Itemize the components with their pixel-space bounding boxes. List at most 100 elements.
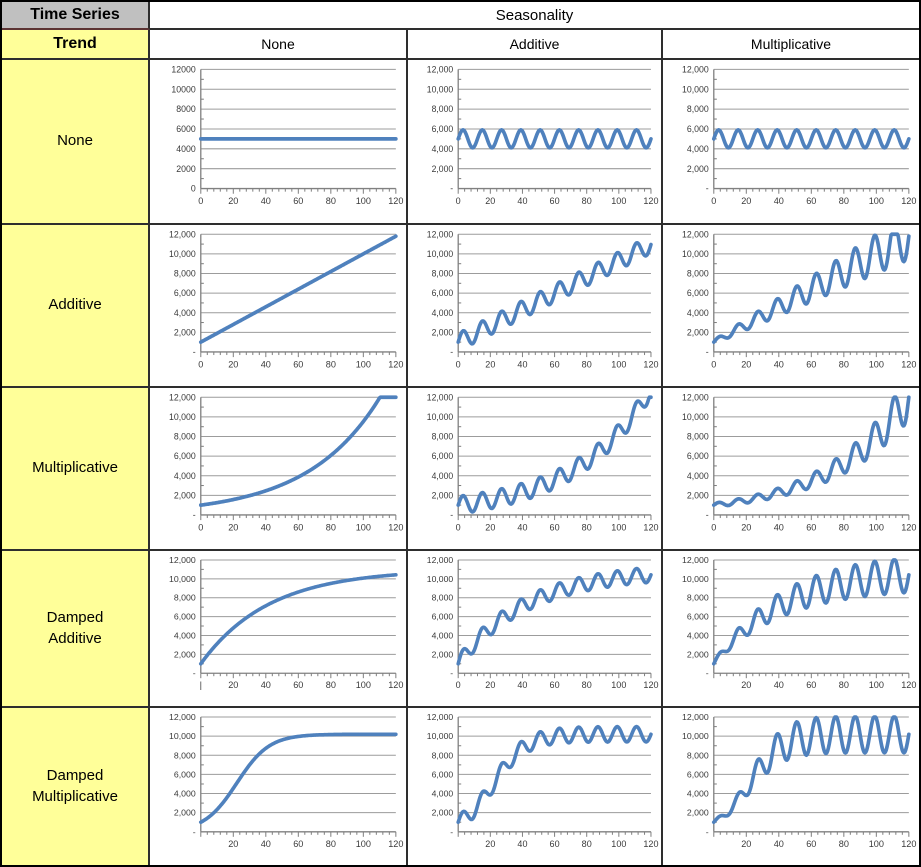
svg-text:8,000: 8,000	[432, 431, 454, 441]
svg-text:80: 80	[582, 680, 592, 690]
svg-text:100: 100	[356, 522, 371, 532]
svg-text:-: -	[450, 668, 453, 678]
svg-text:100: 100	[611, 196, 626, 206]
svg-text:6,000: 6,000	[432, 124, 454, 134]
svg-text:120: 120	[643, 680, 658, 690]
svg-text:40: 40	[261, 359, 271, 369]
chart-none-multiplicative: 12,000 10,000 8,000 6,000 4,000 2,000 -0 20 40 60…	[682, 64, 916, 206]
svg-text:-: -	[193, 347, 196, 357]
chart-cell-damped-additive-additive: 12,000 10,000 8,000 6,000 4,000 2,000 -0 20 40 60…	[408, 551, 663, 708]
svg-text:-: -	[450, 827, 453, 837]
svg-text:40: 40	[774, 839, 784, 849]
svg-text:20: 20	[741, 522, 751, 532]
svg-text:0: 0	[456, 680, 461, 690]
chart-cell-damped-additive-multiplicative: 12,000 10,000 8,000 6,000 4,000 2,000 - 20 40 60 8…	[663, 551, 919, 708]
svg-text:6,000: 6,000	[687, 769, 709, 779]
chart-cell-additive-multiplicative: 12,000 10,000 8,000 6,000 4,000 2,000 -0 20 40 60…	[663, 225, 919, 388]
chart-damped-additive-additive: 12,000 10,000 8,000 6,000 4,000 2,000 -0 20 40 60…	[427, 555, 659, 690]
svg-text:40: 40	[774, 196, 784, 206]
svg-text:120: 120	[388, 680, 403, 690]
svg-text:120: 120	[643, 359, 658, 369]
svg-text:0: 0	[711, 522, 716, 532]
svg-text:20: 20	[485, 522, 495, 532]
svg-text:6,000: 6,000	[174, 451, 196, 461]
svg-text:0: 0	[711, 196, 716, 206]
svg-text:10,000: 10,000	[682, 84, 709, 94]
col-header-multiplicative: Multiplicative	[663, 30, 919, 60]
svg-text:80: 80	[839, 522, 849, 532]
chart-cell-multiplicative-none: 12,000 10,000 8,000 6,000 4,000 2,000 -0 20 40 60…	[150, 388, 408, 551]
svg-text:40: 40	[774, 680, 784, 690]
svg-text:8,000: 8,000	[432, 104, 454, 114]
chart-damped-multiplicative-additive: 12,000 10,000 8,000 6,000 4,000 2,000 - 20 40 60 8…	[427, 712, 659, 849]
chart-cell-additive-none: 12,000 10,000 8,000 6,000 4,000 2,000 -0 20 40 60…	[150, 225, 408, 388]
svg-text:100: 100	[356, 359, 371, 369]
chart-cell-none-multiplicative: 12,000 10,000 8,000 6,000 4,000 2,000 -0 20 40 60…	[663, 60, 919, 225]
svg-text:8,000: 8,000	[432, 268, 454, 278]
chart-cell-none-none: 12000 10000 8000 6000 4000 2000 0 0 20 40 60 80 100 1…	[150, 60, 408, 225]
chart-cell-damped-multiplicative-none: 12,000 10,000 8,000 6,000 4,000 2,000 - 20 40 60 8…	[150, 708, 408, 865]
svg-text:20: 20	[485, 196, 495, 206]
svg-text:-: -	[706, 827, 709, 837]
svg-text:10,000: 10,000	[682, 574, 709, 584]
chart-cell-damped-multiplicative-multiplicative: 12,000 10,000 8,000 6,000 4,000 2,000 - 20 40 60 8…	[663, 708, 919, 865]
svg-text:20: 20	[228, 680, 238, 690]
svg-text:80: 80	[326, 839, 336, 849]
svg-text:6,000: 6,000	[432, 769, 454, 779]
svg-text:40: 40	[517, 196, 527, 206]
svg-text:8,000: 8,000	[687, 104, 709, 114]
chart-multiplicative-additive: 12,000 10,000 8,000 6,000 4,000 2,000 -0 20 40 60…	[427, 392, 659, 532]
chart-none-none: 12000 10000 8000 6000 4000 2000 00 20 40 60 80 100 1…	[171, 64, 403, 206]
svg-text:10,000: 10,000	[427, 731, 454, 741]
svg-text:6,000: 6,000	[432, 612, 454, 622]
svg-text:8,000: 8,000	[174, 593, 196, 603]
svg-text:20: 20	[741, 196, 751, 206]
svg-text:120: 120	[388, 522, 403, 532]
svg-text:120: 120	[901, 839, 916, 849]
svg-text:8,000: 8,000	[687, 750, 709, 760]
chart-cell-damped-multiplicative-additive: 12,000 10,000 8,000 6,000 4,000 2,000 - 20 40 60 8…	[408, 708, 663, 865]
svg-text:60: 60	[293, 359, 303, 369]
svg-text:10,000: 10,000	[169, 574, 196, 584]
svg-text:20: 20	[485, 839, 495, 849]
svg-text:120: 120	[643, 839, 658, 849]
svg-text:20: 20	[741, 680, 751, 690]
chart-damped-multiplicative-none: 12,000 10,000 8,000 6,000 4,000 2,000 - 20 40 60 8…	[169, 712, 403, 849]
svg-text:60: 60	[806, 839, 816, 849]
svg-text:120: 120	[388, 839, 403, 849]
svg-text:60: 60	[550, 522, 560, 532]
svg-text:40: 40	[261, 522, 271, 532]
svg-text:60: 60	[806, 359, 816, 369]
svg-text:4,000: 4,000	[432, 308, 454, 318]
svg-text:0: 0	[711, 359, 716, 369]
svg-text:-: -	[450, 347, 453, 357]
svg-text:12,000: 12,000	[169, 712, 196, 722]
svg-text:100: 100	[611, 522, 626, 532]
svg-text:12,000: 12,000	[427, 712, 454, 722]
chart-cell-none-additive: 12,000 10,000 8,000 6,000 4,000 2,000 -0 20 40 60…	[408, 60, 663, 225]
chart-additive-none: 12,000 10,000 8,000 6,000 4,000 2,000 -0 20 40 60…	[169, 229, 403, 369]
svg-text:12,000: 12,000	[169, 392, 196, 402]
svg-text:4,000: 4,000	[687, 471, 709, 481]
svg-text:40: 40	[774, 522, 784, 532]
svg-text:4,000: 4,000	[174, 471, 196, 481]
svg-text:-: -	[193, 668, 196, 678]
svg-text:12,000: 12,000	[682, 555, 709, 565]
svg-text:10,000: 10,000	[427, 412, 454, 422]
svg-text:4,000: 4,000	[687, 144, 709, 154]
svg-text:12,000: 12,000	[682, 712, 709, 722]
seasonality-header: Seasonality	[150, 2, 919, 30]
svg-text:12,000: 12,000	[682, 392, 709, 402]
chart-cell-additive-additive: 12,000 10,000 8,000 6,000 4,000 2,000 -0 20 40 60…	[408, 225, 663, 388]
svg-text:0: 0	[198, 522, 203, 532]
svg-text:6,000: 6,000	[687, 124, 709, 134]
svg-text:4,000: 4,000	[432, 144, 454, 154]
svg-text:10,000: 10,000	[169, 731, 196, 741]
svg-text:-: -	[450, 510, 453, 520]
svg-text:40: 40	[517, 839, 527, 849]
svg-text:6,000: 6,000	[174, 769, 196, 779]
svg-text:100: 100	[869, 839, 884, 849]
chart-damped-additive-multiplicative: 12,000 10,000 8,000 6,000 4,000 2,000 - 20 40 60 8…	[682, 555, 916, 690]
svg-text:100: 100	[356, 839, 371, 849]
